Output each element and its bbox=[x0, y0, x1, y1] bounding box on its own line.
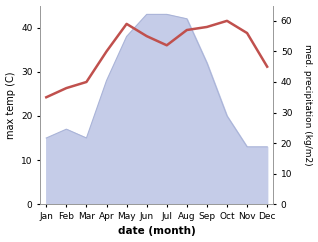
Y-axis label: med. precipitation (kg/m2): med. precipitation (kg/m2) bbox=[303, 44, 313, 166]
Y-axis label: max temp (C): max temp (C) bbox=[5, 71, 16, 139]
X-axis label: date (month): date (month) bbox=[118, 227, 196, 236]
